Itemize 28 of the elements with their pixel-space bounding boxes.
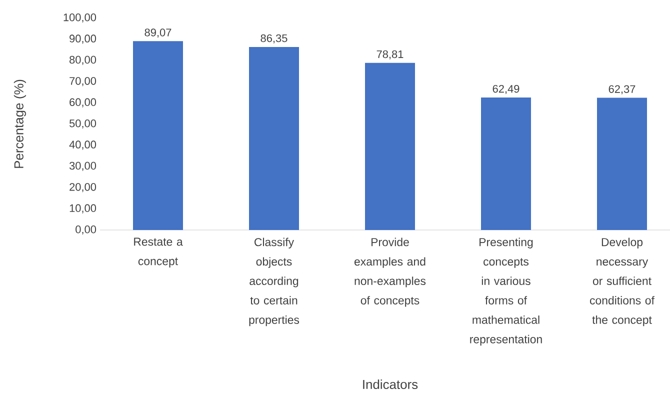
y-tick-label: 80,00 bbox=[70, 56, 96, 65]
bar bbox=[481, 98, 532, 230]
y-tick-label: 100,00 bbox=[64, 13, 96, 23]
x-tick-label: Presenting concepts in various forms of mathematical representation bbox=[470, 238, 542, 346]
bar bbox=[249, 46, 299, 230]
data-label: 78,81 bbox=[376, 50, 404, 60]
y-tick-label: 50,00 bbox=[69, 119, 96, 129]
x-tick-label: Classify objects according to certain properties bbox=[249, 238, 300, 326]
y-tick-label: 0,00 bbox=[76, 225, 96, 235]
data-label: 62,37 bbox=[608, 85, 636, 94]
y-tick-label: 10,00 bbox=[70, 204, 96, 214]
y-tick-label: 30,00 bbox=[69, 162, 96, 171]
y-tick-label: 20,00 bbox=[70, 183, 96, 192]
bar bbox=[133, 41, 183, 230]
x-axis-title: Indicators bbox=[363, 380, 418, 390]
y-tick-label: 70,00 bbox=[70, 77, 96, 86]
bar bbox=[597, 98, 648, 230]
bar bbox=[365, 62, 415, 230]
x-tick-label: Provide examples and non-examples of concepts bbox=[354, 238, 426, 307]
y-tick-label: 40,00 bbox=[69, 140, 96, 150]
x-tick-label: Develop necessary or sufficient conditions of the concept bbox=[590, 238, 654, 326]
data-label: 89,07 bbox=[144, 28, 172, 38]
y-axis-title: Percentage (%) bbox=[14, 80, 26, 168]
y-tick-label: 90,00 bbox=[70, 34, 96, 44]
x-tick-label: Restate a concept bbox=[134, 238, 183, 268]
data-label: 62,49 bbox=[492, 84, 520, 94]
data-label: 86,35 bbox=[260, 34, 288, 44]
y-tick-label: 60,00 bbox=[70, 98, 96, 108]
